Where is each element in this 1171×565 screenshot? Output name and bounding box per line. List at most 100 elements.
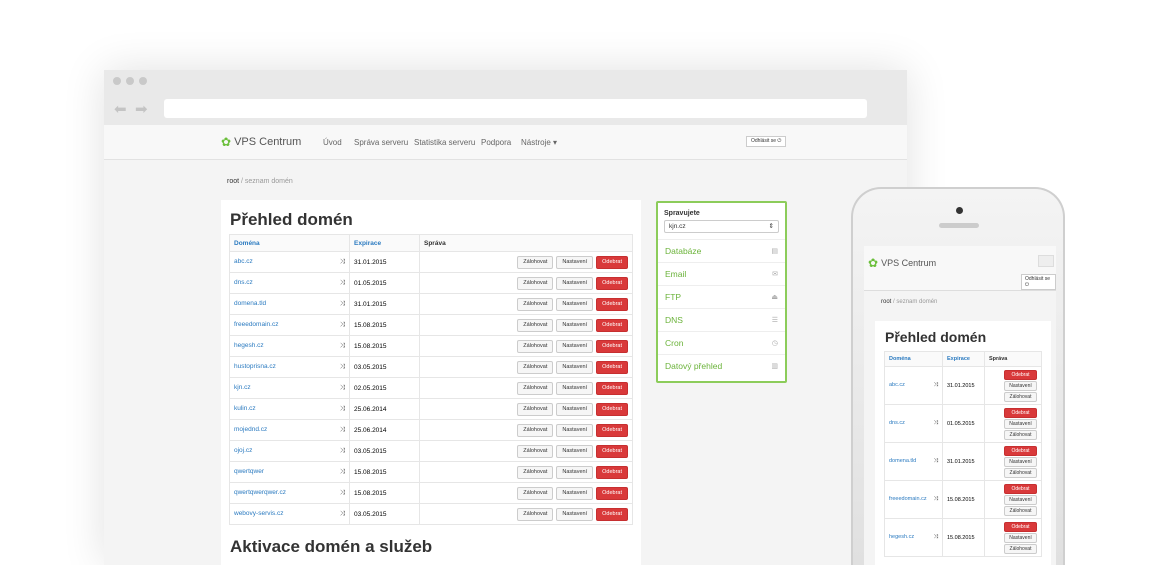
backup-button[interactable]: Zálohovat: [517, 255, 554, 269]
settings-button[interactable]: Nastavení: [556, 255, 594, 269]
shuffle-icon[interactable]: ⤨: [339, 342, 345, 349]
remove-button[interactable]: Odebrat: [1004, 407, 1037, 418]
settings-button[interactable]: Nastavení: [1004, 532, 1037, 543]
remove-button[interactable]: Odebrat: [596, 465, 628, 479]
col-domena[interactable]: Doména: [229, 234, 350, 252]
domain-link[interactable]: dns.cz: [234, 279, 253, 286]
shuffle-icon[interactable]: ⤨: [339, 489, 345, 496]
shuffle-icon[interactable]: ⤨: [339, 468, 345, 475]
backup-button[interactable]: Zálohovat: [1004, 467, 1037, 478]
shuffle-icon[interactable]: ⤨: [339, 510, 345, 517]
backup-button[interactable]: Zálohovat: [1004, 543, 1037, 554]
shuffle-icon[interactable]: ⤨: [339, 426, 345, 433]
sidebar-item[interactable]: DNS ☰: [658, 308, 785, 331]
backup-button[interactable]: Zálohovat: [517, 318, 554, 332]
address-bar[interactable]: [164, 99, 867, 118]
forward-arrow-icon[interactable]: ➡: [135, 101, 148, 118]
domain-link[interactable]: domena.tld: [234, 300, 267, 307]
backup-button[interactable]: Zálohovat: [517, 465, 554, 479]
remove-button[interactable]: Odebrat: [1004, 445, 1037, 456]
domain-select[interactable]: kjn.cz ⇕: [664, 220, 779, 233]
backup-button[interactable]: Zálohovat: [517, 423, 554, 437]
remove-button[interactable]: Odebrat: [1004, 369, 1037, 380]
settings-button[interactable]: Nastavení: [556, 318, 594, 332]
sidebar-item[interactable]: Cron ◷: [658, 331, 785, 354]
settings-button[interactable]: Nastavení: [556, 381, 594, 395]
remove-button[interactable]: Odebrat: [596, 402, 628, 416]
domain-link[interactable]: freeedomain.cz: [234, 321, 279, 328]
shuffle-icon[interactable]: ⤨: [339, 447, 345, 454]
remove-button[interactable]: Odebrat: [596, 339, 628, 353]
settings-button[interactable]: Nastavení: [1004, 494, 1037, 505]
remove-button[interactable]: Odebrat: [596, 276, 628, 290]
backup-button[interactable]: Zálohovat: [517, 381, 554, 395]
shuffle-icon[interactable]: ⤨: [933, 382, 938, 388]
domain-link[interactable]: mojednd.cz: [234, 426, 268, 433]
settings-button[interactable]: Nastavení: [556, 423, 594, 437]
backup-button[interactable]: Zálohovat: [517, 486, 554, 500]
remove-button[interactable]: Odebrat: [596, 297, 628, 311]
shuffle-icon[interactable]: ⤨: [339, 405, 345, 412]
remove-button[interactable]: Odebrat: [596, 507, 628, 521]
backup-button[interactable]: Zálohovat: [1004, 505, 1037, 516]
settings-button[interactable]: Nastavení: [556, 444, 594, 458]
domain-link[interactable]: ojoj.cz: [234, 447, 253, 454]
menu-toggle-icon[interactable]: [1038, 255, 1054, 267]
breadcrumb-root[interactable]: root: [881, 299, 892, 305]
shuffle-icon[interactable]: ⤨: [339, 384, 345, 391]
shuffle-icon[interactable]: ⤨: [339, 279, 345, 286]
domain-link[interactable]: hegesh.cz: [234, 342, 264, 349]
backup-button[interactable]: Zálohovat: [517, 444, 554, 458]
logo[interactable]: ✿ VPS Centrum: [221, 135, 301, 149]
logout-button[interactable]: Odhlásit se ⏻: [746, 136, 787, 147]
sidebar-item[interactable]: Databáze ▤: [658, 239, 785, 262]
domain-link[interactable]: abc.cz: [889, 382, 905, 388]
domain-link[interactable]: abc.cz: [234, 258, 253, 265]
shuffle-icon[interactable]: ⤨: [339, 258, 345, 265]
settings-button[interactable]: Nastavení: [556, 339, 594, 353]
domain-link[interactable]: dns.cz: [889, 420, 905, 426]
nav-sprava-serveru[interactable]: Správa serveru: [354, 138, 409, 147]
mobile-logo[interactable]: ✿ VPS Centrum: [868, 256, 936, 270]
shuffle-icon[interactable]: ⤨: [339, 321, 345, 328]
back-arrow-icon[interactable]: ⬅: [114, 101, 127, 118]
settings-button[interactable]: Nastavení: [556, 402, 594, 416]
domain-link[interactable]: kulin.cz: [234, 405, 256, 412]
settings-button[interactable]: Nastavení: [556, 465, 594, 479]
domain-link[interactable]: kjn.cz: [234, 384, 251, 391]
sidebar-item[interactable]: Datový přehled ▥: [658, 354, 785, 377]
remove-button[interactable]: Odebrat: [596, 318, 628, 332]
settings-button[interactable]: Nastavení: [556, 276, 594, 290]
settings-button[interactable]: Nastavení: [556, 507, 594, 521]
remove-button[interactable]: Odebrat: [1004, 521, 1037, 532]
backup-button[interactable]: Zálohovat: [517, 507, 554, 521]
backup-button[interactable]: Zálohovat: [517, 402, 554, 416]
backup-button[interactable]: Zálohovat: [517, 339, 554, 353]
domain-link[interactable]: hustoprisna.cz: [234, 363, 276, 370]
shuffle-icon[interactable]: ⤨: [339, 363, 345, 370]
domain-link[interactable]: webovy-servis.cz: [234, 510, 284, 517]
remove-button[interactable]: Odebrat: [596, 360, 628, 374]
settings-button[interactable]: Nastavení: [556, 486, 594, 500]
remove-button[interactable]: Odebrat: [596, 381, 628, 395]
backup-button[interactable]: Zálohovat: [517, 276, 554, 290]
nav-nastroje[interactable]: Nástroje ▾: [521, 138, 558, 147]
remove-button[interactable]: Odebrat: [1004, 483, 1037, 494]
settings-button[interactable]: Nastavení: [556, 360, 594, 374]
backup-button[interactable]: Zálohovat: [1004, 391, 1037, 402]
col-domena[interactable]: Doména: [884, 351, 943, 367]
nav-uvod[interactable]: Úvod: [323, 138, 342, 147]
remove-button[interactable]: Odebrat: [596, 444, 628, 458]
nav-podpora[interactable]: Podpora: [481, 138, 512, 147]
remove-button[interactable]: Odebrat: [596, 255, 628, 269]
settings-button[interactable]: Nastavení: [1004, 456, 1037, 467]
remove-button[interactable]: Odebrat: [596, 486, 628, 500]
backup-button[interactable]: Zálohovat: [517, 297, 554, 311]
shuffle-icon[interactable]: ⤨: [339, 300, 345, 307]
shuffle-icon[interactable]: ⤨: [933, 420, 938, 426]
sidebar-item[interactable]: FTP ⏏: [658, 285, 785, 308]
sidebar-item[interactable]: Email ✉: [658, 262, 785, 285]
domain-link[interactable]: freeedomain.cz: [889, 496, 927, 502]
mobile-logout-button[interactable]: Odhlásit se ⏻: [1021, 274, 1056, 290]
col-expirace[interactable]: Expirace: [349, 234, 420, 252]
